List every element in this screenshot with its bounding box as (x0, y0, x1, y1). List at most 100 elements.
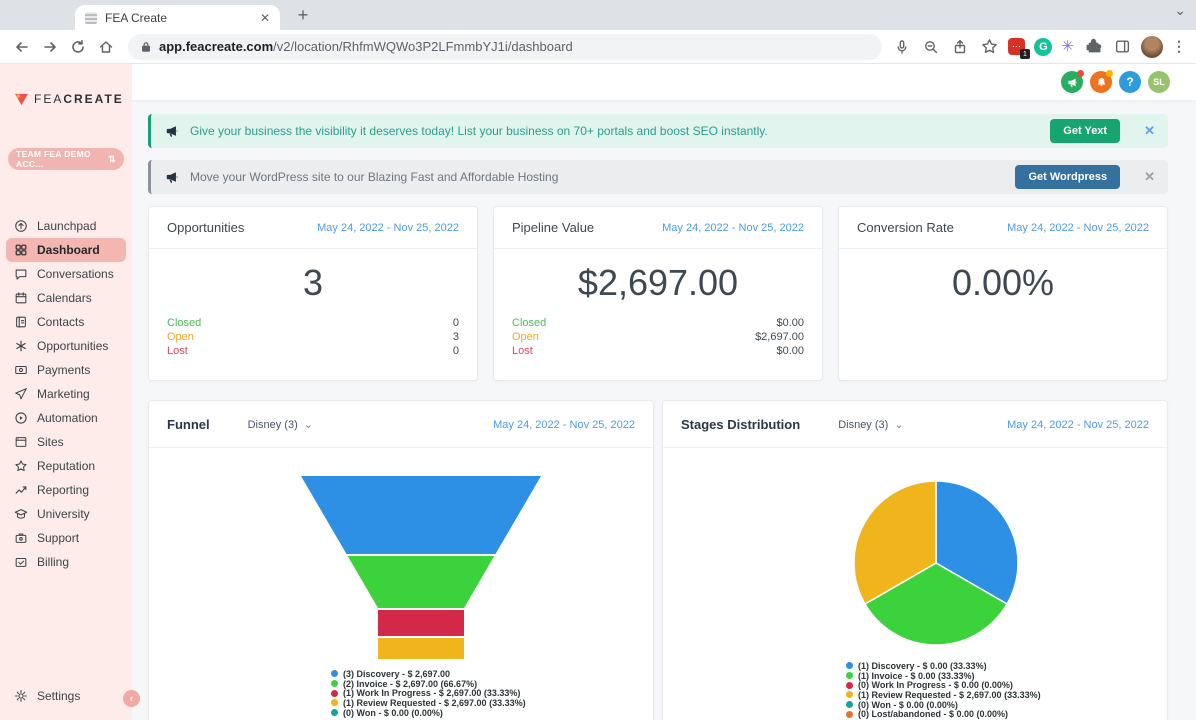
sidebar-item-settings[interactable]: Settings (0, 684, 80, 708)
notifications-button[interactable] (1090, 70, 1113, 93)
grammarly-extension-icon[interactable]: G (1034, 37, 1053, 56)
sidebar-item-marketing[interactable]: Marketing (0, 382, 132, 406)
launchpad-icon (15, 220, 27, 232)
legend-item: (0) Lost/abandoned - $ 0.00 (0.00%) (846, 709, 1041, 719)
side-panel-icon[interactable] (1112, 37, 1132, 57)
sidebar-collapse-button[interactable]: ‹ (123, 690, 140, 707)
app-frame: FEACREATE TEAM FEA DEMO ACC... ⇅ Launchp… (0, 64, 1196, 720)
chevron-down-icon: ⌄ (894, 419, 904, 431)
pipeline-value-card: Pipeline Value May 24, 2022 - Nov 25, 20… (493, 206, 823, 381)
legend-item: (1) Review Requested - $ 2,697.00 (33.33… (846, 690, 1041, 700)
home-icon[interactable] (94, 35, 118, 59)
sidebar-item-billing[interactable]: Billing (0, 550, 132, 574)
sidebar-item-dashboard[interactable]: Dashboard (6, 238, 126, 262)
funnel-legend: (3) Discovery - $ 2,697.00 (2) Invoice - … (331, 668, 526, 718)
wordpress-banner: Move your WordPress site to our Blazing … (148, 160, 1168, 194)
megaphone-icon (166, 172, 178, 183)
stages-pie-chart (853, 480, 1019, 646)
account-switcher[interactable]: TEAM FEA DEMO ACC... ⇅ (8, 148, 124, 170)
back-icon[interactable] (10, 35, 34, 59)
date-range-link[interactable]: May 24, 2022 - Nov 25, 2022 (662, 221, 804, 234)
legend-label: (1) Work In Progress - $ 2,697.00 (33.33… (343, 688, 521, 699)
sidebar-item-support[interactable]: Support (0, 526, 132, 550)
tab-close-icon[interactable]: ✕ (259, 10, 270, 25)
tab-search-chevron-icon[interactable]: ⌄ (1174, 2, 1186, 18)
get-wordpress-button[interactable]: Get Wordpress (1015, 165, 1121, 189)
sidebar-item-conversations[interactable]: Conversations (0, 262, 132, 286)
sidebar-item-payments[interactable]: Payments (0, 358, 132, 382)
browser-menu-icon[interactable]: ⋮ (1172, 38, 1186, 54)
banner-text: Move your WordPress site to our Blazing … (190, 170, 559, 184)
sidebar-item-calendars[interactable]: Calendars (0, 286, 132, 310)
stat-row-open: Open $2,697.00 (512, 331, 804, 343)
help-button[interactable]: ? (1119, 71, 1141, 93)
sidebar-item-opportunities[interactable]: Opportunities (0, 334, 132, 358)
date-range-link[interactable]: May 24, 2022 - Nov 25, 2022 (1007, 221, 1149, 234)
yext-banner: Give your business the visibility it des… (148, 114, 1168, 148)
legend-item: (0) Won - $ 0.00 (0.00%) (846, 700, 1041, 710)
sidebar-item-sites[interactable]: Sites (0, 430, 132, 454)
billing-check-icon (15, 557, 27, 567)
megaphone-icon (1067, 78, 1077, 87)
pie-slice-discovery (935, 480, 1019, 606)
url-domain: app.feacreate.com (159, 39, 274, 54)
legend-label: (3) Discovery - $ 2,697.00 (343, 668, 451, 679)
meet-extension-icon[interactable]: ⋯ 1 (1008, 38, 1031, 59)
sidebar-item-contacts[interactable]: Contacts (0, 310, 132, 334)
sidebar-item-reputation[interactable]: Reputation (0, 454, 132, 478)
sidebar-nav: Launchpad Dashboard Conversations Calend… (0, 214, 132, 574)
legend-label: (0) Lost/abandoned - $ 0.00 (0.00%) (858, 709, 1009, 720)
legend-label: (0) Won - $ 0.00 (0.00%) (858, 699, 958, 710)
legend-color-dot (846, 701, 853, 709)
date-range-link[interactable]: May 24, 2022 - Nov 25, 2022 (317, 221, 459, 234)
tab-favicon-icon (85, 11, 97, 24)
sidebar-item-university[interactable]: University (0, 502, 132, 526)
forward-icon[interactable] (38, 35, 62, 59)
opportunities-count: 3 (302, 262, 324, 303)
bookmark-star-icon[interactable] (979, 37, 999, 57)
microphone-icon[interactable] (892, 37, 912, 57)
opportunities-card: Opportunities May 24, 2022 - Nov 25, 202… (148, 206, 478, 381)
pipeline-filter-dropdown[interactable]: Disney (3) ⌄ (247, 418, 313, 432)
play-circle-icon (15, 412, 27, 424)
stat-row-open: Open 3 (167, 331, 459, 343)
new-tab-button[interactable]: + (297, 4, 309, 25)
app-topbar: ? SL (132, 64, 1196, 100)
feacreate-logo-icon (15, 93, 28, 105)
calendar-icon (15, 292, 27, 304)
dashboard-content: Give your business the visibility it des… (132, 100, 1196, 720)
browser-toolbar: app.feacreate.com/v2/location/RhfmWQWo3P… (0, 30, 1196, 64)
share-icon[interactable] (950, 37, 970, 57)
close-icon[interactable]: ✕ (1144, 169, 1155, 184)
conversion-rate-value: 0.00% (951, 262, 1055, 303)
browser-profile-avatar[interactable] (1141, 35, 1163, 58)
sidebar-item-reporting[interactable]: Reporting (0, 478, 132, 502)
browser-tab[interactable]: FEA Create ✕ (75, 5, 280, 30)
reload-icon[interactable] (66, 35, 90, 59)
extensions-puzzle-icon[interactable] (1083, 37, 1103, 57)
app-logo: FEACREATE (0, 64, 132, 106)
funnel-segment-discovery (301, 476, 541, 554)
purple-extension-icon[interactable]: ✳ (1061, 38, 1074, 55)
pipeline-value: $2,697.00 (577, 262, 739, 303)
user-avatar[interactable]: SL (1148, 71, 1170, 93)
close-icon[interactable]: ✕ (1144, 123, 1155, 138)
url-bar[interactable]: app.feacreate.com/v2/location/RhfmWQWo3P… (128, 33, 883, 60)
main-area: ? SL Give your business the visibility i… (132, 64, 1196, 720)
stat-cards-row: Opportunities May 24, 2022 - Nov 25, 202… (148, 206, 1168, 381)
announcements-button[interactable] (1061, 70, 1084, 93)
sidebar-item-launchpad[interactable]: Launchpad (0, 214, 132, 238)
legend-color-dot (331, 670, 338, 678)
search-zoom-icon[interactable] (921, 37, 941, 57)
date-range-link[interactable]: May 24, 2022 - Nov 25, 2022 (1007, 418, 1149, 431)
sidebar-item-automation[interactable]: Automation (0, 406, 132, 430)
pie-slice-invoice (863, 562, 1009, 646)
legend-color-dot (331, 699, 338, 707)
gear-icon (15, 690, 27, 702)
chart-title: Funnel (167, 417, 210, 432)
get-yext-button[interactable]: Get Yext (1050, 119, 1121, 143)
pipeline-filter-dropdown[interactable]: Disney (3) ⌄ (838, 418, 904, 432)
tab-title: FEA Create (105, 10, 168, 25)
date-range-link[interactable]: May 24, 2022 - Nov 25, 2022 (493, 418, 635, 431)
